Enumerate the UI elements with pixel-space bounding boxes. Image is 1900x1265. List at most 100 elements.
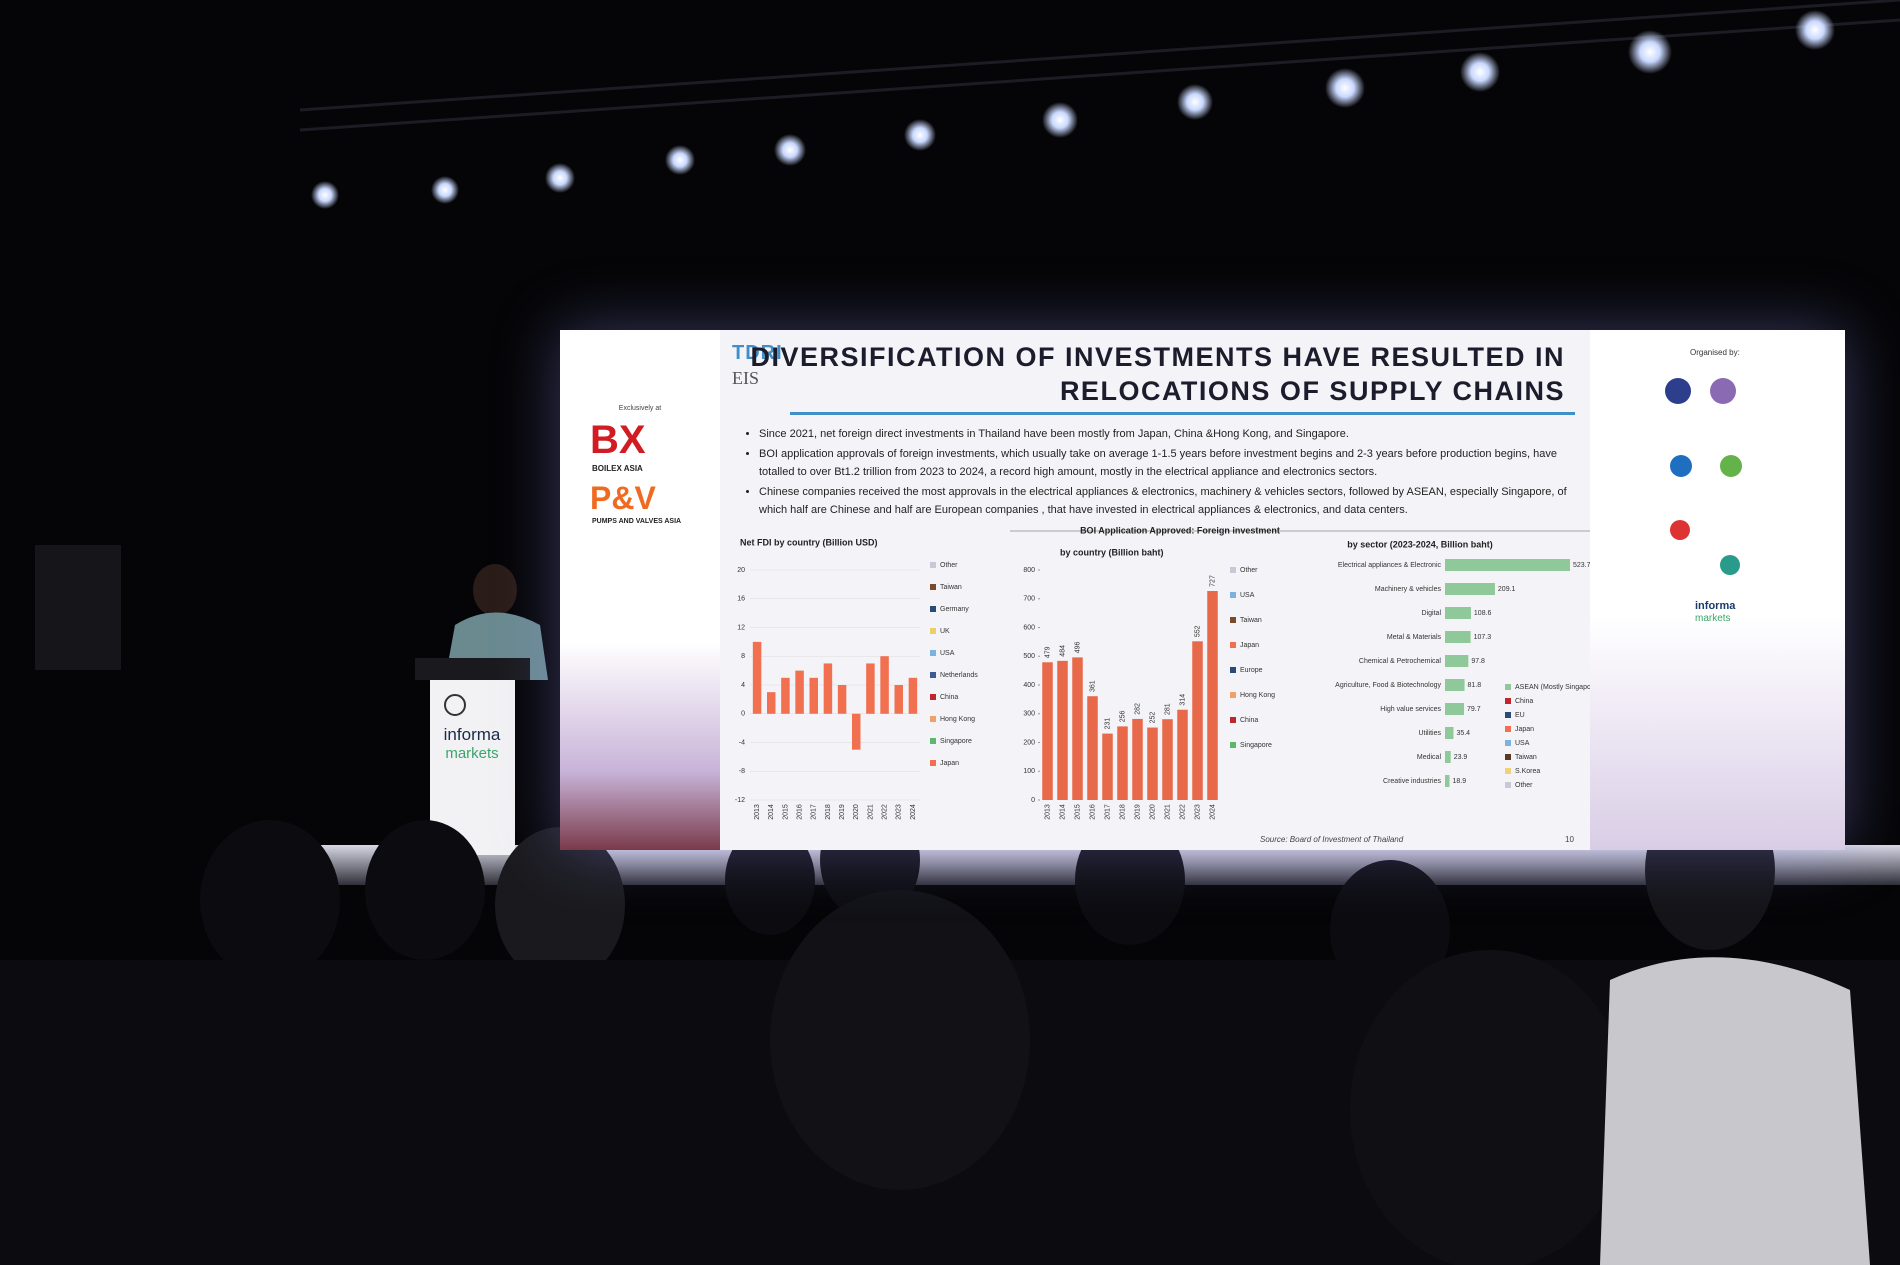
title-rule [790, 412, 1575, 415]
value-label: 361 [1089, 680, 1096, 692]
legend-label: S.Korea [1515, 768, 1540, 775]
value-label: 314 [1179, 694, 1186, 706]
value-label: 23.9 [1454, 754, 1468, 761]
legend-swatch [930, 760, 936, 766]
value-label: 484 [1059, 645, 1066, 657]
y-tick-label: 200 [1023, 739, 1035, 746]
legend-swatch [930, 672, 936, 678]
organiser-logo [1720, 555, 1740, 575]
value-label: 18.9 [1453, 778, 1467, 785]
x-tick-label: 2014 [1059, 804, 1066, 820]
legend-label: China [1240, 717, 1258, 724]
bar [1117, 726, 1128, 800]
podium-logo: markets [445, 745, 498, 762]
value-label: 35.4 [1456, 730, 1470, 737]
bar [823, 663, 833, 714]
x-tick-label: 2022 [1179, 804, 1186, 820]
bar [795, 670, 804, 714]
legend-swatch [1230, 692, 1236, 698]
bar [852, 713, 861, 750]
legend-label: USA [1240, 592, 1255, 599]
sponsor-logo: P&V [590, 480, 656, 516]
value-label: 496 [1074, 641, 1081, 653]
value-label: 727 [1209, 575, 1216, 587]
category-label: Digital [1422, 610, 1442, 617]
bar [1102, 733, 1113, 800]
bar [1445, 583, 1495, 595]
bar [781, 677, 790, 714]
bar [1192, 641, 1203, 800]
organiser-logo [1670, 520, 1690, 540]
x-tick-label: 2021 [1164, 804, 1171, 820]
bar [1445, 775, 1450, 787]
left-panel [560, 330, 720, 850]
bar [880, 656, 889, 714]
legend-label: ASEAN (Mostly Singapore) [1515, 684, 1590, 691]
bullet: Since 2021, net foreign direct investmen… [759, 425, 1589, 443]
x-tick-label: 2018 [1119, 804, 1126, 820]
legend-swatch [1505, 684, 1511, 690]
legend-swatch [930, 584, 936, 590]
x-tick-label: 2019 [839, 804, 846, 820]
legend-swatch [1505, 740, 1511, 746]
value-label: 282 [1134, 703, 1141, 715]
legend-swatch [1505, 698, 1511, 704]
legend-label: EU [1515, 712, 1525, 719]
legend-label: Europe [1240, 667, 1263, 674]
bar [752, 641, 762, 714]
y-tick-label: 800 [1023, 567, 1035, 574]
stage-lights [311, 10, 1835, 209]
organiser-logo [1665, 378, 1691, 404]
organiser-logo-text: informa [1695, 600, 1736, 612]
legend-swatch [1230, 592, 1236, 598]
x-tick-label: 2014 [768, 804, 775, 820]
chart-title: BOI Application Approved: Foreign invest… [1080, 525, 1280, 535]
legend-swatch [1230, 717, 1236, 723]
legend-label: Other [1240, 567, 1258, 574]
y-tick-label: 400 [1023, 682, 1035, 689]
presentation-slide: Exclusively at BX BOILEX ASIA P&V PUMPS … [560, 330, 1845, 850]
x-tick-label: 2015 [782, 804, 789, 820]
category-label: Medical [1417, 754, 1442, 761]
x-tick-label: 2020 [1149, 804, 1156, 820]
legend-swatch [1230, 617, 1236, 623]
value-label: 523.7 [1573, 562, 1590, 569]
value-label: 479 [1044, 646, 1051, 658]
bar [1445, 559, 1570, 571]
legend-swatch [930, 606, 936, 612]
x-tick-label: 2021 [867, 804, 874, 820]
bar [1147, 727, 1158, 800]
y-tick-label: 700 [1023, 596, 1035, 603]
bar [1445, 727, 1454, 739]
value-label: 108.6 [1474, 610, 1492, 617]
charts: Net FDI by country (Billion USD)20161284… [735, 525, 1590, 820]
value-label: 281 [1164, 703, 1171, 715]
brand: TDRI [732, 342, 783, 364]
brand: EIS [732, 368, 759, 388]
legend-label: China [1515, 698, 1533, 705]
y-tick-label: 12 [737, 624, 745, 631]
bar [866, 663, 875, 714]
x-tick-label: 2022 [881, 804, 888, 820]
legend-swatch [1505, 726, 1511, 732]
x-tick-label: 2020 [853, 804, 860, 820]
bar [1445, 607, 1471, 619]
value-label: 256 [1119, 710, 1126, 722]
category-label: Chemical & Petrochemical [1359, 658, 1442, 665]
bullet: BOI application approvals of foreign inv… [759, 445, 1589, 481]
chart-title: by sector (2023-2024, Billion baht) [1347, 539, 1493, 549]
x-tick-label: 2023 [1194, 804, 1201, 820]
organiser-caption: Organised by: [1690, 348, 1740, 357]
value-label: 107.3 [1474, 634, 1492, 641]
bar [1445, 751, 1451, 763]
bar [908, 677, 918, 714]
podium-logo: informa [444, 725, 501, 744]
bar [1057, 660, 1068, 800]
bar [894, 685, 903, 714]
bar [1207, 590, 1218, 800]
legend-label: Netherlands [940, 672, 978, 679]
y-tick-label: 4 [741, 682, 745, 689]
y-tick-label: -4 [739, 739, 745, 746]
legend-swatch [1230, 742, 1236, 748]
